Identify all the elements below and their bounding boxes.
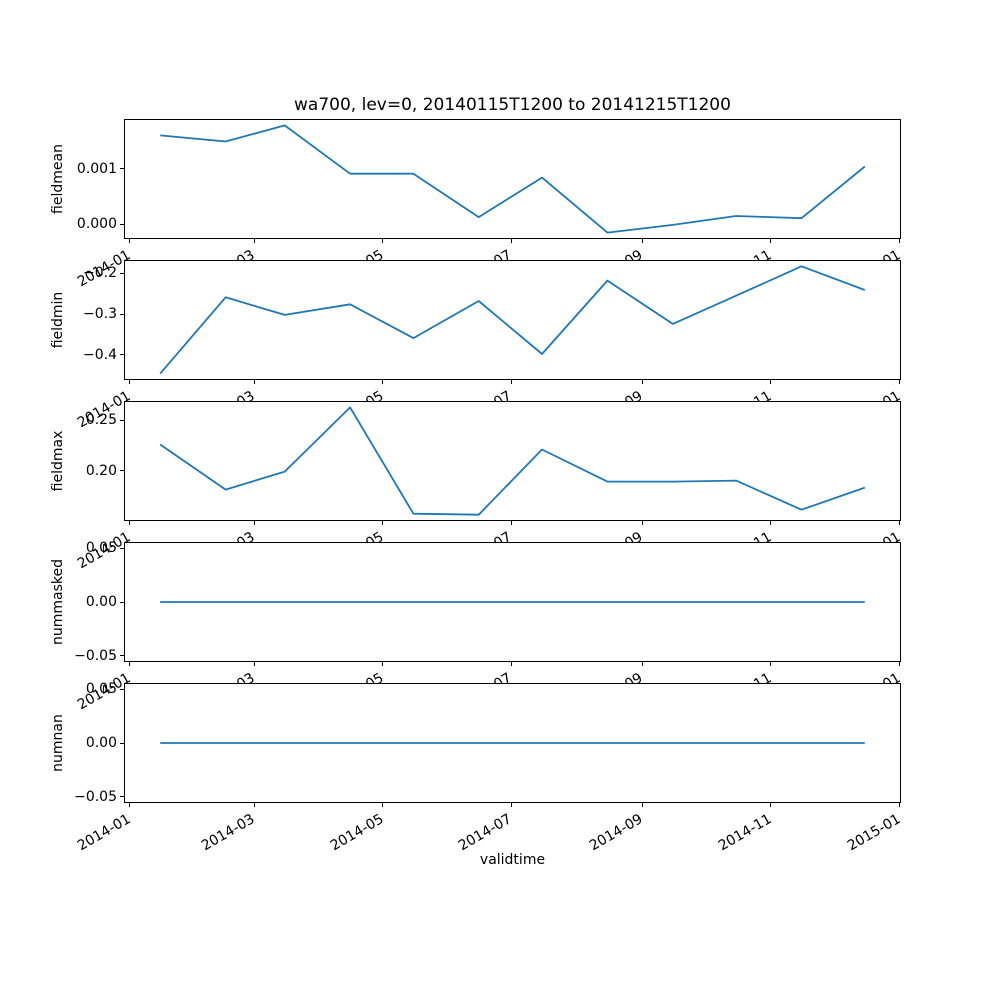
figure-title: wa700, lev=0, 20140115T1200 to 20141215T… [294,95,731,115]
x-tick-mark [770,803,772,807]
plot-area [160,124,866,234]
y-tick-label: 0.000 [76,216,117,233]
x-tick-mark [770,662,772,666]
axes-box [124,401,901,521]
x-tick-mark [899,239,901,243]
y-tick-mark [120,223,125,225]
axes-box [124,542,901,662]
x-tick-mark [129,803,131,807]
x-tick-mark [899,662,901,666]
x-tick-mark [382,239,384,243]
y-tick-label: −0.3 [83,306,117,323]
y-tick-mark [120,601,125,603]
x-tick-mark [641,239,643,243]
y-axis-title: fieldmax [50,430,66,492]
plot-area [159,406,866,516]
y-tick-label: 0.05 [85,540,117,557]
x-tick-mark [899,380,901,384]
x-tick-mark [382,521,384,525]
y-tick-label: 0.00 [85,735,117,751]
y-tick-label: −0.4 [83,346,117,363]
x-tick-mark [253,239,255,243]
y-tick-mark [120,272,125,274]
x-tick-mark [129,239,131,243]
x-tick-mark [641,521,643,525]
x-tick-mark [510,662,512,666]
x-tick-mark [382,803,384,807]
axes-box [124,683,901,803]
x-tick-mark [253,521,255,525]
y-tick-label: −0.05 [74,647,117,664]
plot-area [159,265,866,375]
y-tick-label: 0.20 [85,462,117,479]
y-tick-mark [120,168,125,170]
axes-box [124,260,901,380]
axes-box [124,119,901,239]
x-tick-mark [510,380,512,384]
x-tick-mark [510,521,512,525]
x-tick-mark [510,239,512,243]
x-axis-label: validtime [479,852,546,868]
y-tick-mark [120,688,125,690]
y-tick-label: 0.001 [76,160,117,177]
y-tick-mark [120,313,125,315]
x-tick-mark [129,662,131,666]
y-tick-label: 0.05 [85,681,117,698]
y-tick-mark [120,742,125,744]
line-series [159,406,866,516]
x-tick-mark [641,380,643,384]
line-series [159,265,866,375]
y-tick-label: 0.25 [85,412,117,429]
x-tick-mark [382,662,384,666]
plot-area [160,742,865,744]
x-tick-mark [770,521,772,525]
y-tick-mark [120,354,125,356]
x-tick-mark [510,803,512,807]
y-axis-title: fieldmean [50,144,66,214]
x-tick-mark [641,803,643,807]
x-tick-label: 2014-01 [74,811,134,855]
x-tick-mark [641,662,643,666]
y-tick-label: −0.05 [74,788,117,805]
x-tick-mark [382,380,384,384]
y-tick-mark [120,419,125,421]
x-tick-mark [770,380,772,384]
x-tick-mark [129,521,131,525]
x-tick-mark [899,803,901,807]
x-tick-mark [770,239,772,243]
x-tick-mark [253,380,255,384]
plot-area [160,601,865,603]
y-tick-mark [120,470,125,472]
y-tick-mark [120,547,125,549]
y-tick-mark [120,655,125,657]
x-tick-mark [253,803,255,807]
x-tick-mark [899,521,901,525]
x-tick-mark [129,380,131,384]
y-tick-mark [120,796,125,798]
y-tick-label: 0.00 [85,594,117,610]
y-tick-label: −0.2 [83,265,117,282]
x-tick-mark [253,662,255,666]
line-series [160,124,866,234]
